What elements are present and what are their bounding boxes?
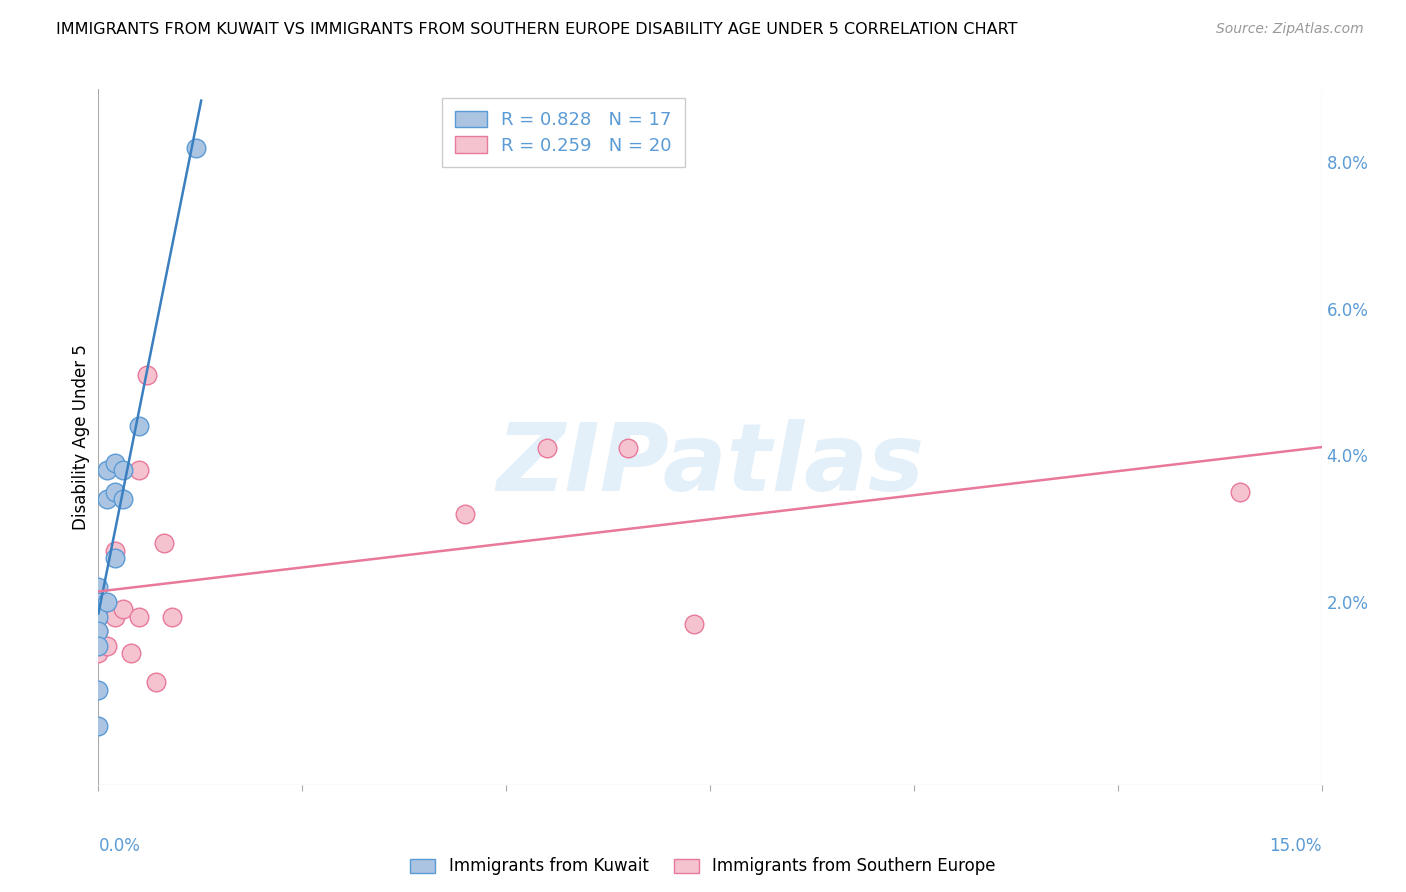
Point <box>87 646 110 660</box>
Point <box>454 507 477 521</box>
Point <box>87 682 110 697</box>
Point <box>87 609 110 624</box>
Point <box>136 368 159 382</box>
Point <box>111 463 134 477</box>
Point <box>145 675 167 690</box>
Point <box>111 602 134 616</box>
Legend: R = 0.828   N = 17, R = 0.259   N = 20: R = 0.828 N = 17, R = 0.259 N = 20 <box>441 98 685 168</box>
Point <box>96 639 118 653</box>
Point <box>104 456 127 470</box>
Y-axis label: Disability Age Under 5: Disability Age Under 5 <box>72 344 90 530</box>
Point <box>1229 485 1251 500</box>
Point <box>152 536 174 550</box>
Point <box>186 141 208 155</box>
Point <box>536 441 558 455</box>
Point <box>87 580 110 594</box>
Point <box>87 624 110 639</box>
Point <box>87 639 110 653</box>
Point <box>160 609 183 624</box>
Point <box>682 616 704 631</box>
Point <box>87 595 110 609</box>
Text: ZIPatlas: ZIPatlas <box>496 419 924 511</box>
Point <box>120 646 142 660</box>
Point <box>87 609 110 624</box>
Point <box>87 624 110 639</box>
Point <box>128 609 150 624</box>
Text: Source: ZipAtlas.com: Source: ZipAtlas.com <box>1216 22 1364 37</box>
Point <box>96 463 118 477</box>
Point <box>96 595 118 609</box>
Point <box>104 550 127 565</box>
Point <box>87 719 110 733</box>
Text: 0.0%: 0.0% <box>98 837 141 855</box>
Point <box>96 492 118 507</box>
Point <box>104 485 127 500</box>
Legend: Immigrants from Kuwait, Immigrants from Southern Europe: Immigrants from Kuwait, Immigrants from … <box>402 849 1004 884</box>
Point <box>104 543 127 558</box>
Point <box>128 463 150 477</box>
Point <box>617 441 640 455</box>
Text: 15.0%: 15.0% <box>1270 837 1322 855</box>
Point <box>128 419 150 434</box>
Point <box>96 602 118 616</box>
Text: IMMIGRANTS FROM KUWAIT VS IMMIGRANTS FROM SOUTHERN EUROPE DISABILITY AGE UNDER 5: IMMIGRANTS FROM KUWAIT VS IMMIGRANTS FRO… <box>56 22 1018 37</box>
Point <box>111 492 134 507</box>
Point <box>104 609 127 624</box>
